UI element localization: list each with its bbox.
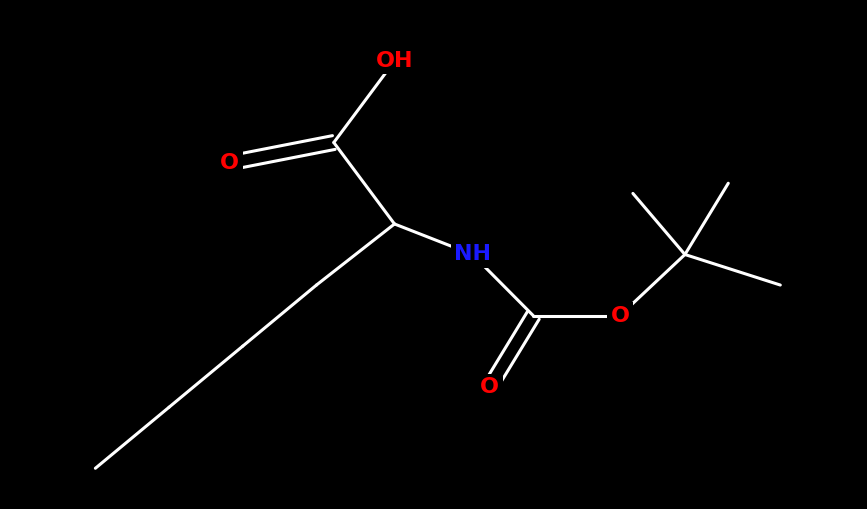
Text: O: O [220, 153, 239, 173]
Text: OH: OH [375, 51, 414, 71]
Text: NH: NH [454, 244, 491, 265]
Text: O: O [610, 305, 629, 326]
Text: O: O [480, 377, 499, 397]
